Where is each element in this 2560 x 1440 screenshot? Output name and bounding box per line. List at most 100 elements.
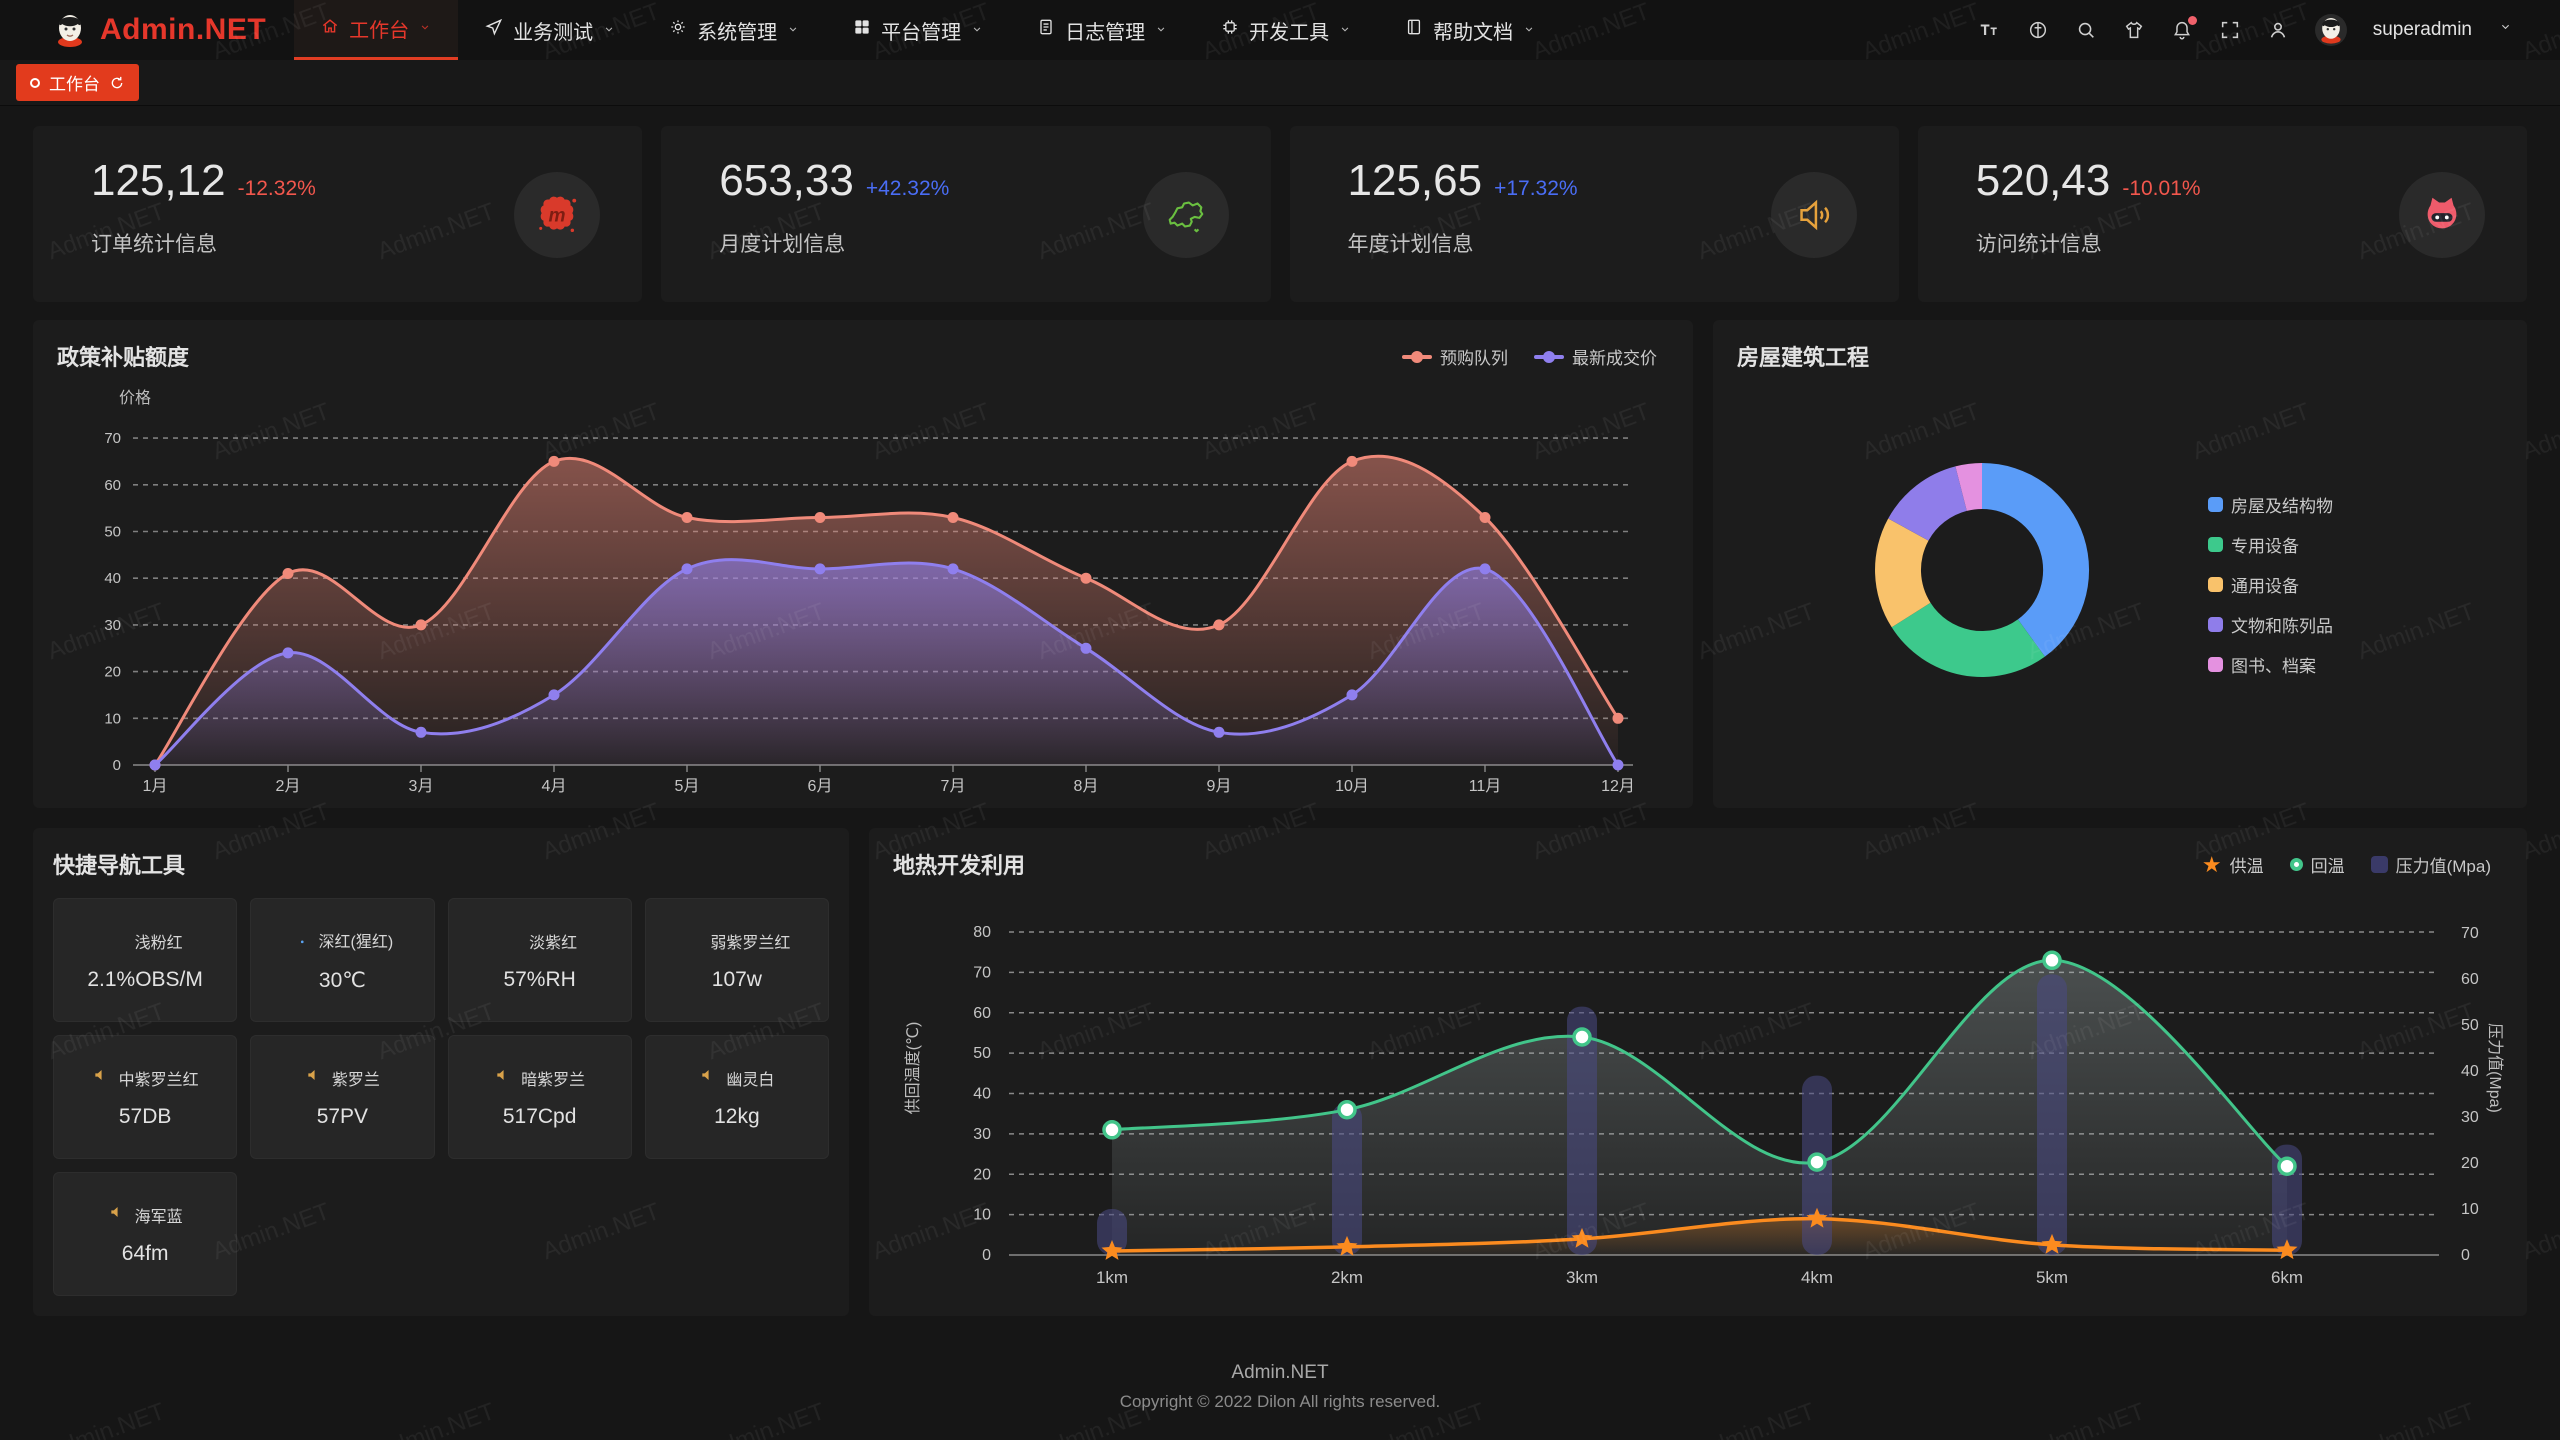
- shortcut-button-0[interactable]: 浅粉红 2.1%OBS/M: [53, 898, 238, 1022]
- menu-item-2[interactable]: 系统管理: [642, 0, 826, 60]
- legend-item-preorder[interactable]: 预购队列: [1402, 344, 1508, 369]
- bottom-row: 快捷导航工具 浅粉红 2.1%OBS/M 深红(猩红) 30℃ 淡紫红 57%RH 弱紫罗兰…: [33, 828, 2527, 1316]
- shortcut-button-2[interactable]: 淡紫红 57%RH: [447, 898, 632, 1022]
- legend-item-latest-price[interactable]: 最新成交价: [1534, 344, 1657, 369]
- svg-text:60: 60: [2461, 971, 2479, 988]
- brand[interactable]: Admin.NET: [0, 0, 294, 60]
- speaker-icon: [108, 1202, 128, 1227]
- search-icon[interactable]: [2075, 19, 2097, 41]
- theme-icon[interactable]: [2123, 19, 2145, 41]
- building-donut-chart[interactable]: [1713, 320, 2529, 808]
- svg-text:2km: 2km: [1331, 1268, 1363, 1287]
- speaker-icon: [305, 1065, 325, 1090]
- chevron-down-icon: [418, 17, 432, 40]
- svg-text:11月: 11月: [1469, 778, 1502, 795]
- svg-text:3km: 3km: [1566, 1268, 1598, 1287]
- shortcut-value: 57PV: [316, 1105, 369, 1128]
- stat-value: 125,65: [1347, 156, 1483, 205]
- menu-item-label: 平台管理: [881, 21, 962, 44]
- footer: Admin.NET Copyright © 2022 Dilon All rig…: [0, 1362, 2560, 1412]
- svg-text:10: 10: [2461, 1201, 2479, 1218]
- legend-star-marker: ★: [2201, 851, 2222, 877]
- shortcut-button-8[interactable]: 海军蓝 64fm: [53, 1172, 238, 1296]
- menu-item-6[interactable]: 帮助文档: [1378, 0, 1562, 60]
- shortcut-button-3[interactable]: 弱紫罗兰红 107w: [644, 898, 829, 1022]
- menu-item-5[interactable]: 开发工具: [1194, 0, 1378, 60]
- shortcut-value: 12kg: [714, 1105, 760, 1128]
- tab-label: 工作台: [49, 75, 100, 94]
- stat-delta: -12.32%: [237, 177, 316, 200]
- avatar[interactable]: [2314, 14, 2347, 46]
- refresh-icon[interactable]: [109, 75, 125, 91]
- tab-bar: 工作台: [0, 60, 2560, 106]
- svg-text:20: 20: [973, 1166, 991, 1183]
- shortcut-label: 海军蓝: [134, 1208, 183, 1226]
- shortcut-value: 64fm: [121, 1242, 169, 1265]
- fullscreen-icon[interactable]: [2219, 19, 2241, 41]
- stat-delta: +42.32%: [865, 177, 950, 200]
- shortcut-button-5[interactable]: 紫罗兰 57PV: [250, 1035, 435, 1159]
- svg-text:7月: 7月: [941, 778, 966, 795]
- svg-text:30: 30: [104, 617, 121, 634]
- panel-policy-subsidy: 政策补贴额度 预购队列 最新成交价 价格 0 10 20 30 40 50 60 70 1月 2月…: [33, 320, 1693, 808]
- legend-label: 压力值(Mpa): [2395, 857, 2491, 876]
- shortcut-button-1[interactable]: 深红(猩红) 30℃: [250, 898, 435, 1022]
- svg-text:50: 50: [104, 524, 121, 541]
- flame-icon: [108, 928, 128, 953]
- current-user[interactable]: superadmin: [2372, 19, 2472, 40]
- legend-label: 预购队列: [1440, 349, 1508, 368]
- stat-card-yearly-plan[interactable]: 125,65 +17.32% 年度计划信息: [1289, 126, 1899, 302]
- menu-item-3[interactable]: 平台管理: [826, 0, 1010, 60]
- brand-name: Admin.NET: [100, 13, 267, 46]
- legend-label: 图书、档案: [2231, 657, 2316, 676]
- thermometer-icon: [292, 928, 312, 953]
- svg-text:9月: 9月: [1207, 778, 1232, 795]
- menu-item-1[interactable]: 业务测试: [458, 0, 642, 60]
- building-legend-item-0[interactable]: 房屋及结构物: [2208, 492, 2333, 517]
- shortcut-label: 深红(猩红): [318, 934, 394, 951]
- notification-badge: [2187, 16, 2197, 25]
- stat-card-monthly-plan[interactable]: 653,33 +42.32% 月度计划信息: [661, 126, 1271, 302]
- person-icon[interactable]: [2267, 19, 2289, 41]
- chevron-down-icon[interactable]: [2498, 19, 2520, 41]
- building-legend-item-4[interactable]: 图书、档案: [2208, 652, 2333, 677]
- legend-item-return-temp[interactable]: 回温: [2289, 852, 2345, 877]
- stat-value: 653,33: [719, 156, 854, 205]
- speaker-icon: [494, 1065, 514, 1090]
- building-legend-item-3[interactable]: 文物和陈列品: [2208, 612, 2333, 637]
- language-icon[interactable]: [2027, 19, 2049, 41]
- building-legend-item-2[interactable]: 通用设备: [2208, 572, 2333, 597]
- menu-item-0[interactable]: 工作台: [294, 0, 459, 60]
- svg-text:40: 40: [104, 570, 121, 587]
- svg-text:70: 70: [104, 430, 121, 447]
- legend-square-marker: [2208, 617, 2223, 632]
- panel-title: 房屋建筑工程: [1737, 345, 1870, 370]
- geothermal-legend: ★ 供温 回温 压力值(Mpa): [2202, 852, 2491, 877]
- svg-text:30: 30: [973, 1126, 991, 1143]
- footer-brand: Admin.NET: [1231, 1362, 1329, 1383]
- shortcut-button-6[interactable]: 暗紫罗兰 517Cpd: [447, 1035, 632, 1159]
- legend-label: 供温: [2229, 857, 2264, 876]
- tab-active-dot-icon: [30, 77, 40, 88]
- shortcut-label: 暗紫罗兰: [521, 1071, 586, 1089]
- legend-item-supply-temp[interactable]: ★ 供温: [2202, 852, 2264, 877]
- building-legend-item-1[interactable]: 专用设备: [2208, 532, 2333, 557]
- svg-text:2月: 2月: [276, 778, 301, 795]
- stat-card-orders[interactable]: 125,12 -12.32% 订单统计信息 m: [33, 126, 643, 302]
- stat-card-visits[interactable]: 520,43 -10.01% 访问统计信息: [1917, 126, 2527, 302]
- legend-item-pressure[interactable]: 压力值(Mpa): [2370, 852, 2491, 877]
- geothermal-combo-chart[interactable]: 0 10 20 30 40 50 60 70 80 0 10 20 30 40 50 60 70 1km 2km 3k…: [869, 884, 2529, 1308]
- panel-shortcuts: 快捷导航工具 浅粉红 2.1%OBS/M 深红(猩红) 30℃ 淡紫红 57%RH 弱紫罗兰…: [33, 828, 849, 1316]
- y-axis-name: 价格: [119, 390, 152, 407]
- policy-area-chart[interactable]: 0 10 20 30 40 50 60 70 1月 2月 3月 4月 5月 6月 7月 8月 9月 10月 11月 1…: [33, 408, 1693, 808]
- humidity-icon: [502, 928, 522, 953]
- legend-label: 专用设备: [2231, 537, 2299, 556]
- menu-item-4[interactable]: 日志管理: [1010, 0, 1194, 60]
- shortcut-value: 107w: [711, 968, 762, 991]
- shortcut-button-7[interactable]: 幽灵白 12kg: [644, 1035, 829, 1159]
- tab-workbench[interactable]: 工作台: [16, 64, 139, 101]
- menu-item-label: 开发工具: [1249, 21, 1330, 44]
- bell-icon[interactable]: [2171, 16, 2197, 41]
- shortcut-button-4[interactable]: 中紫罗兰红 57DB: [53, 1035, 238, 1159]
